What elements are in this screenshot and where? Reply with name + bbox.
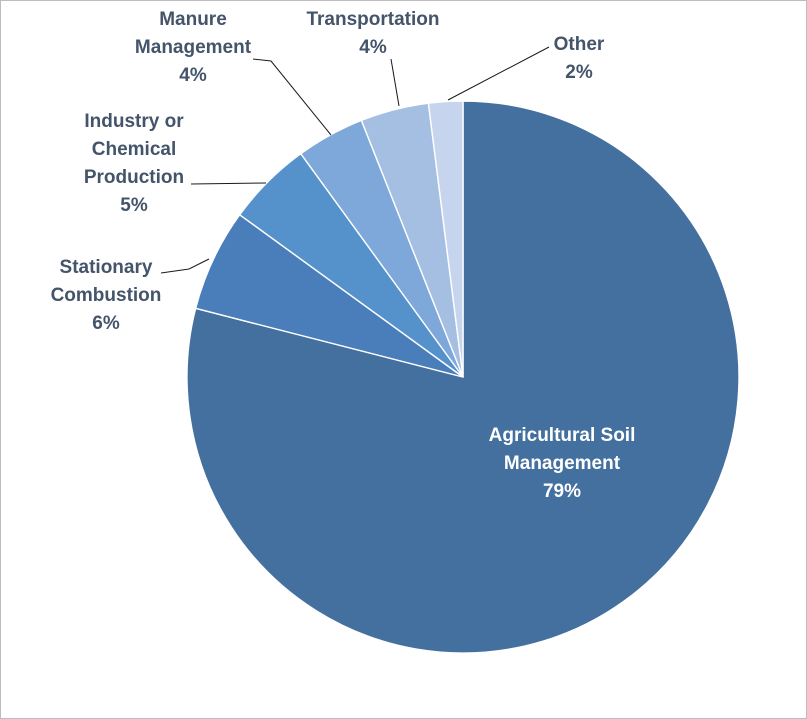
leader-line-transportation	[390, 58, 400, 107]
slice-name-line: Agricultural Soil	[489, 425, 636, 446]
slice-percent: 79%	[543, 481, 581, 502]
leader-line-other	[447, 46, 550, 101]
slice-name-line: Stationary	[60, 257, 153, 278]
slice-name-line: Combustion	[51, 285, 162, 306]
slice-percent: 4%	[359, 37, 387, 58]
slice-label-stationary-combustion: Stationary Combustion 6%	[51, 257, 162, 334]
slice-label-manure-management: Manure Management 4%	[135, 9, 252, 86]
slice-name-line: Industry or	[84, 111, 184, 132]
slice-label-industry-or-chemical-production: Industry or Chemical Production 5%	[84, 111, 184, 216]
slice-percent: 2%	[565, 62, 593, 83]
slice-percent: 5%	[120, 195, 148, 216]
slice-name-line: Production	[84, 167, 184, 188]
slice-name-line: Other	[554, 34, 605, 55]
slice-label-transportation: Transportation 4%	[306, 9, 439, 58]
slice-name-line: Transportation	[306, 9, 439, 30]
slice-name-line: Management	[135, 37, 252, 58]
slice-label-other: Other 2%	[554, 34, 605, 83]
slice-name-line: Manure	[159, 9, 227, 30]
leader-line-manure-management	[252, 58, 332, 136]
leader-line-industry-or-chemical-production	[190, 182, 267, 185]
slice-name-line: Management	[504, 453, 621, 474]
slice-percent: 4%	[179, 65, 207, 86]
leader-line-stationary-combustion	[160, 258, 210, 274]
slice-name-line: Chemical	[92, 139, 176, 160]
slice-percent: 6%	[92, 313, 120, 334]
slice-label-agricultural-soil-management: Agricultural Soil Management 79%	[489, 425, 636, 502]
pie-slice-agricultural-soil-management	[186, 100, 740, 654]
pie-slice-other	[427, 100, 464, 378]
